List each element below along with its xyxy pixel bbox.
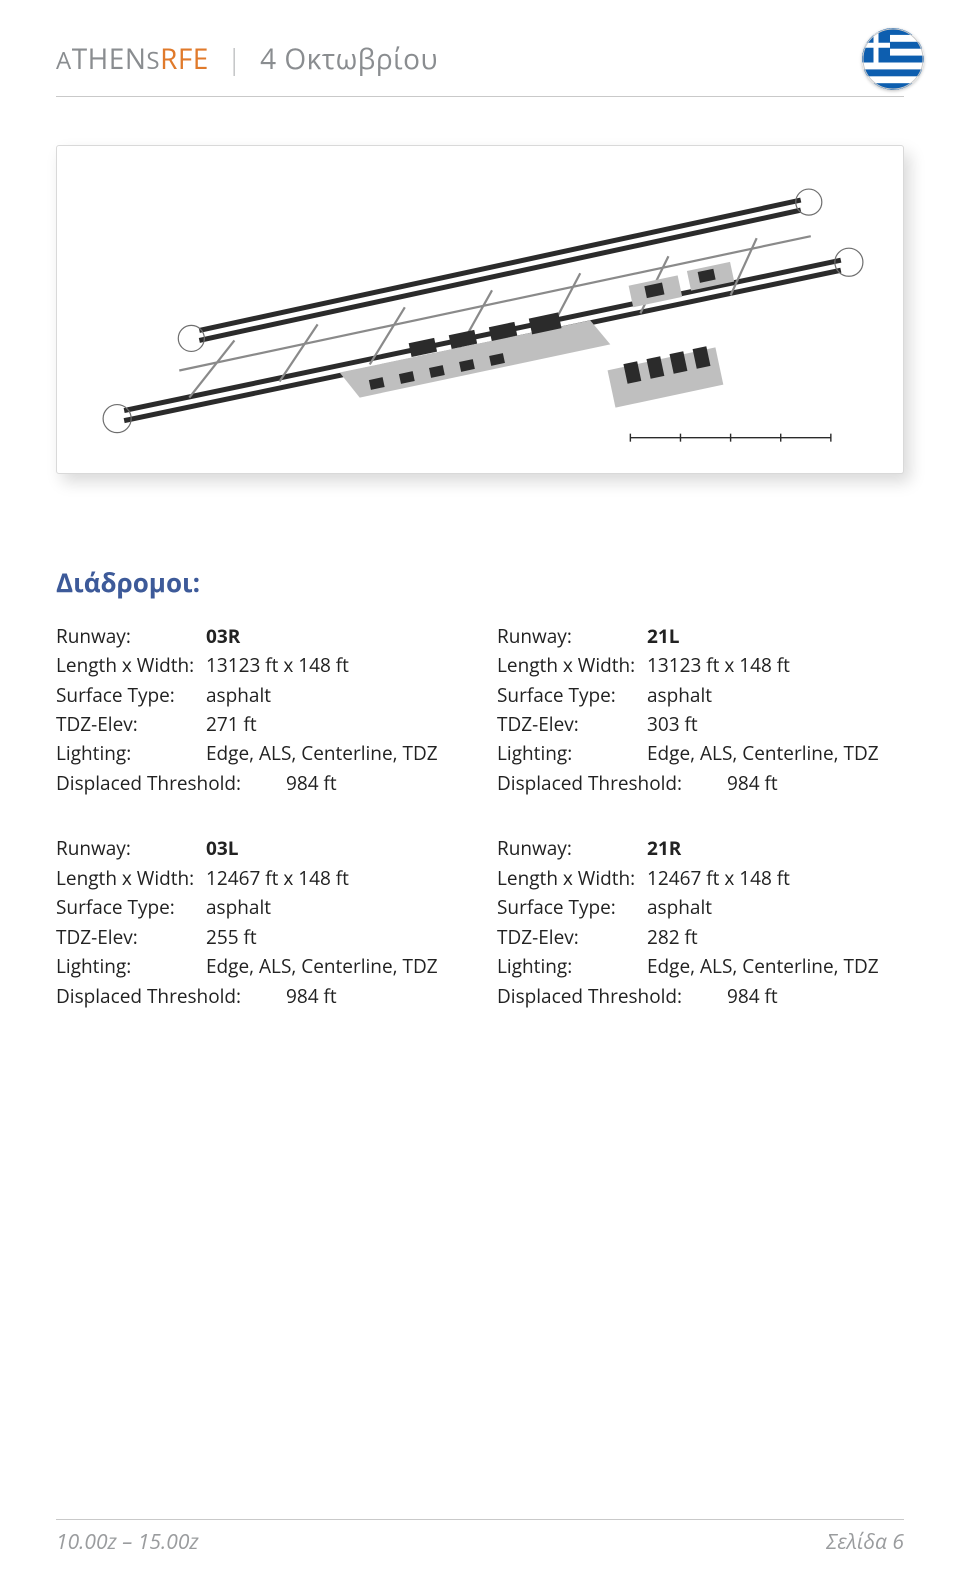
label-runway: Runway: — [497, 622, 647, 651]
label-tdz-elev: TDZ-Elev: — [497, 710, 647, 739]
runway-surface: asphalt — [647, 893, 712, 922]
runway-displaced: 984 ft — [286, 769, 337, 798]
label-surface-type: Surface Type: — [497, 893, 647, 922]
title-a: A — [56, 44, 72, 77]
runway-id: 21L — [647, 622, 679, 651]
label-surface-type: Surface Type: — [56, 893, 206, 922]
page: ATHENSRFE | 4 Οκτωβρίου — [0, 0, 960, 1590]
runway-lighting: Edge, ALS, Centerline, TDZ — [206, 739, 438, 768]
label-surface-type: Surface Type: — [56, 681, 206, 710]
runway-displaced: 984 ft — [727, 769, 778, 798]
runway-block-21r: Runway: 21R Length x Width: 12467 ft x 1… — [497, 834, 904, 1011]
title-s: S — [146, 44, 160, 77]
runway-block-03r: Runway: 03R Length x Width: 13123 ft x 1… — [56, 622, 463, 799]
runway-surface: asphalt — [647, 681, 712, 710]
runway-id: 03L — [206, 834, 238, 863]
page-header: ATHENSRFE | 4 Οκτωβρίου — [56, 28, 904, 97]
label-runway: Runway: — [56, 622, 206, 651]
label-displaced-threshold: Displaced Threshold: — [497, 769, 727, 798]
runway-length-width: 12467 ft x 148 ft — [206, 864, 349, 893]
runway-tdz-elev: 282 ft — [647, 923, 698, 952]
label-lighting: Lighting: — [497, 739, 647, 768]
airport-diagram-card — [56, 145, 904, 474]
title-then: THEN — [72, 40, 147, 78]
label-tdz-elev: TDZ-Elev: — [497, 923, 647, 952]
label-displaced-threshold: Displaced Threshold: — [497, 982, 727, 1011]
runway-length-width: 12467 ft x 148 ft — [647, 864, 790, 893]
footer-page-number: Σελίδα 6 — [826, 1528, 904, 1556]
label-runway: Runway: — [56, 834, 206, 863]
label-displaced-threshold: Displaced Threshold: — [56, 769, 286, 798]
label-surface-type: Surface Type: — [497, 681, 647, 710]
title-separator: | — [227, 40, 243, 78]
runway-displaced: 984 ft — [286, 982, 337, 1011]
label-runway: Runway: — [497, 834, 647, 863]
runway-tdz-elev: 271 ft — [206, 710, 257, 739]
header-title: ATHENSRFE | 4 Οκτωβρίου — [56, 40, 438, 78]
runway-tdz-elev: 255 ft — [206, 923, 257, 952]
runway-surface: asphalt — [206, 893, 271, 922]
label-displaced-threshold: Displaced Threshold: — [56, 982, 286, 1011]
label-lighting: Lighting: — [497, 952, 647, 981]
runway-lighting: Edge, ALS, Centerline, TDZ — [647, 739, 879, 768]
runway-length-width: 13123 ft x 148 ft — [206, 651, 349, 680]
label-lighting: Lighting: — [56, 952, 206, 981]
label-tdz-elev: TDZ-Elev: — [56, 710, 206, 739]
runways-grid: Runway: 03R Length x Width: 13123 ft x 1… — [56, 622, 904, 1011]
runway-id: 21R — [647, 834, 681, 863]
label-length-width: Length x Width: — [497, 651, 647, 680]
runway-block-03l: Runway: 03L Length x Width: 12467 ft x 1… — [56, 834, 463, 1011]
runway-surface: asphalt — [206, 681, 271, 710]
runway-length-width: 13123 ft x 148 ft — [647, 651, 790, 680]
airport-diagram — [69, 162, 891, 463]
runway-lighting: Edge, ALS, Centerline, TDZ — [647, 952, 879, 981]
runway-block-21l: Runway: 21L Length x Width: 13123 ft x 1… — [497, 622, 904, 799]
title-rfe: RFE — [160, 40, 209, 78]
label-tdz-elev: TDZ-Elev: — [56, 923, 206, 952]
page-footer: 10.00z – 15.00z Σελίδα 6 — [56, 1519, 904, 1556]
label-length-width: Length x Width: — [56, 651, 206, 680]
section-title-runways: Διάδρομοι: — [56, 564, 904, 600]
runway-displaced: 984 ft — [727, 982, 778, 1011]
footer-time-range: 10.00z – 15.00z — [56, 1528, 199, 1556]
label-lighting: Lighting: — [56, 739, 206, 768]
runway-id: 03R — [206, 622, 240, 651]
label-length-width: Length x Width: — [497, 864, 647, 893]
greek-flag-icon — [862, 28, 924, 90]
runway-tdz-elev: 303 ft — [647, 710, 698, 739]
label-length-width: Length x Width: — [56, 864, 206, 893]
header-date: 4 Οκτωβρίου — [260, 40, 438, 78]
runway-lighting: Edge, ALS, Centerline, TDZ — [206, 952, 438, 981]
